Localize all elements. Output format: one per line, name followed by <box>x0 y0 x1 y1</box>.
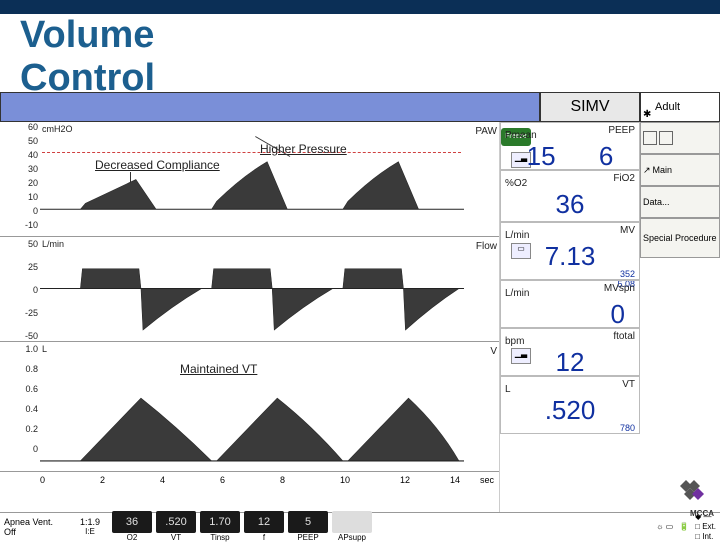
patient-type-label: Adult <box>655 101 680 113</box>
pressure-plot <box>40 122 464 236</box>
logo-text: MCCA <box>690 509 714 518</box>
title-text: Volume Control <box>20 14 155 99</box>
mode-display[interactable]: SIMV <box>540 92 640 122</box>
ie-label: I:E <box>70 527 110 536</box>
content-area: 60 50 40 30 20 10 0 -10 cmH2O PAW Freeze… <box>0 122 720 512</box>
mvspn-value: 0 <box>505 301 635 327</box>
indicator-1: ☼ ▭ <box>656 522 673 531</box>
vt-field[interactable]: .520 <box>156 511 196 533</box>
pressure-y-axis: 60 50 40 30 20 10 0 -10 <box>0 122 40 236</box>
volume-label: V <box>490 346 497 357</box>
pmean-value: 15 <box>527 143 556 169</box>
waveform-panel: 60 50 40 30 20 10 0 -10 cmH2O PAW Freeze… <box>0 122 500 512</box>
o2-label: %O2 <box>505 178 527 189</box>
mcca-logo <box>670 478 714 510</box>
ie-value: 1:1.9 <box>76 517 104 527</box>
screen-icon <box>659 131 673 145</box>
mv-unit-label: L/min <box>505 230 529 241</box>
menu-data-label: Data... <box>643 197 670 207</box>
apsupp-setting[interactable]: APsupp <box>330 511 374 542</box>
indicator-2: 🔋 <box>679 522 689 531</box>
pmean-peep-cell: Pmean PEEP 15 6 <box>500 122 640 170</box>
volume-waveform-row: 1.0 0.8 0.6 0.4 0.2 0 L V ▁▃ Maintained … <box>0 342 499 472</box>
vt-label: VT <box>622 379 635 390</box>
vt-field-label: VT <box>156 533 196 542</box>
apsupp-field[interactable] <box>332 511 372 533</box>
ftotal-value: 12 <box>505 349 635 375</box>
mvspn-unit: L/min <box>505 288 529 299</box>
mv-sub1: 352 <box>620 269 635 279</box>
x-unit: sec <box>480 475 494 485</box>
o2-field[interactable]: 36 <box>112 511 152 533</box>
flow-y-axis: 50 25 0 -25 -50 <box>0 237 40 341</box>
bpm-label: bpm <box>505 336 524 347</box>
fio2-cell: %O2 FiO2 36 <box>500 170 640 222</box>
f-setting[interactable]: 12 f <box>242 511 286 542</box>
o2-field-label: O2 <box>112 533 152 542</box>
topbar: SIMV ✱ Adult <box>0 92 720 122</box>
flow-plot <box>40 237 464 341</box>
person-icon: ✱ <box>643 101 651 129</box>
menu-main[interactable]: ↗ Main <box>640 154 720 186</box>
bottom-bar: Apnea Vent. Off 1:1.9 I:E 36 O2 .520 VT … <box>0 512 720 540</box>
vt-setting[interactable]: .520 VT <box>154 511 198 542</box>
menu-special-label: Special Procedure <box>643 233 717 243</box>
mvspn-cell: L/min MVspn 0 <box>500 280 640 328</box>
mv-value: 7.13 <box>505 243 635 269</box>
volume-plot <box>40 342 464 471</box>
mv-cell: L/min MV 7.13 3525.08 <box>500 222 640 280</box>
ie-setting: 1:1.9 I:E <box>70 517 110 536</box>
menu-data[interactable]: Data... <box>640 186 720 218</box>
menu-special[interactable]: Special Procedure <box>640 218 720 258</box>
menu-main-label: Main <box>653 165 673 175</box>
time-x-axis: 0 2 4 6 8 10 12 14 sec <box>40 457 464 471</box>
o2-setting[interactable]: 36 O2 <box>110 511 154 542</box>
arrow-icon: ↗ <box>643 165 651 176</box>
pmean-label: Pmean <box>505 130 537 141</box>
peep-field-label: PEEP <box>288 533 328 542</box>
apsupp-field-label: APsupp <box>332 533 372 542</box>
peep-setting[interactable]: 5 PEEP <box>286 511 330 542</box>
numerics-panel: Pmean PEEP 15 6 %O2 FiO2 36 L/min MV 7.1… <box>500 122 640 512</box>
tinsp-setting[interactable]: 1.70 Tinsp <box>198 511 242 542</box>
slide-header: Volume Control <box>0 0 720 92</box>
menu-top-icons[interactable] <box>640 122 720 154</box>
topbar-spacer <box>0 92 540 122</box>
peep-label: PEEP <box>608 125 635 136</box>
ventilator-screen: SIMV ✱ Adult 60 50 40 30 20 10 0 -10 cmH… <box>0 92 720 540</box>
vl-label: L <box>505 384 511 395</box>
patient-type[interactable]: ✱ Adult <box>640 92 720 122</box>
mvspn-label: MVspn <box>604 283 635 294</box>
menu-column: ↗ Main Data... Special Procedure <box>640 122 720 512</box>
pressure-label: PAW <box>475 126 497 137</box>
fio2-value: 36 <box>505 191 635 217</box>
f-field-label: f <box>244 533 284 542</box>
peep-field[interactable]: 5 <box>288 511 328 533</box>
tinsp-field[interactable]: 1.70 <box>200 511 240 533</box>
vt-cell: L VT .520 780 <box>500 376 640 434</box>
tinsp-field-label: Tinsp <box>200 533 240 542</box>
vt-value: .520 <box>505 397 635 423</box>
ftotal-cell: bpm ftotal 12 <box>500 328 640 376</box>
volume-y-axis: 1.0 0.8 0.6 0.4 0.2 0 <box>0 342 40 471</box>
power-ext: □ Ext. <box>695 522 716 531</box>
pressure-waveform-row: 60 50 40 30 20 10 0 -10 cmH2O PAW Freeze… <box>0 122 499 237</box>
flow-label: Flow <box>476 241 497 252</box>
ftotal-label: ftotal <box>613 331 635 342</box>
doc-icon <box>643 131 657 145</box>
f-field[interactable]: 12 <box>244 511 284 533</box>
mv-label: MV <box>620 225 635 236</box>
flow-waveform-row: 50 25 0 -25 -50 L/min Flow ▭ <box>0 237 499 342</box>
apnea-label: Apnea Vent. Off <box>0 517 70 537</box>
peep-value: 6 <box>599 143 613 169</box>
fio2-label: FiO2 <box>613 173 635 184</box>
